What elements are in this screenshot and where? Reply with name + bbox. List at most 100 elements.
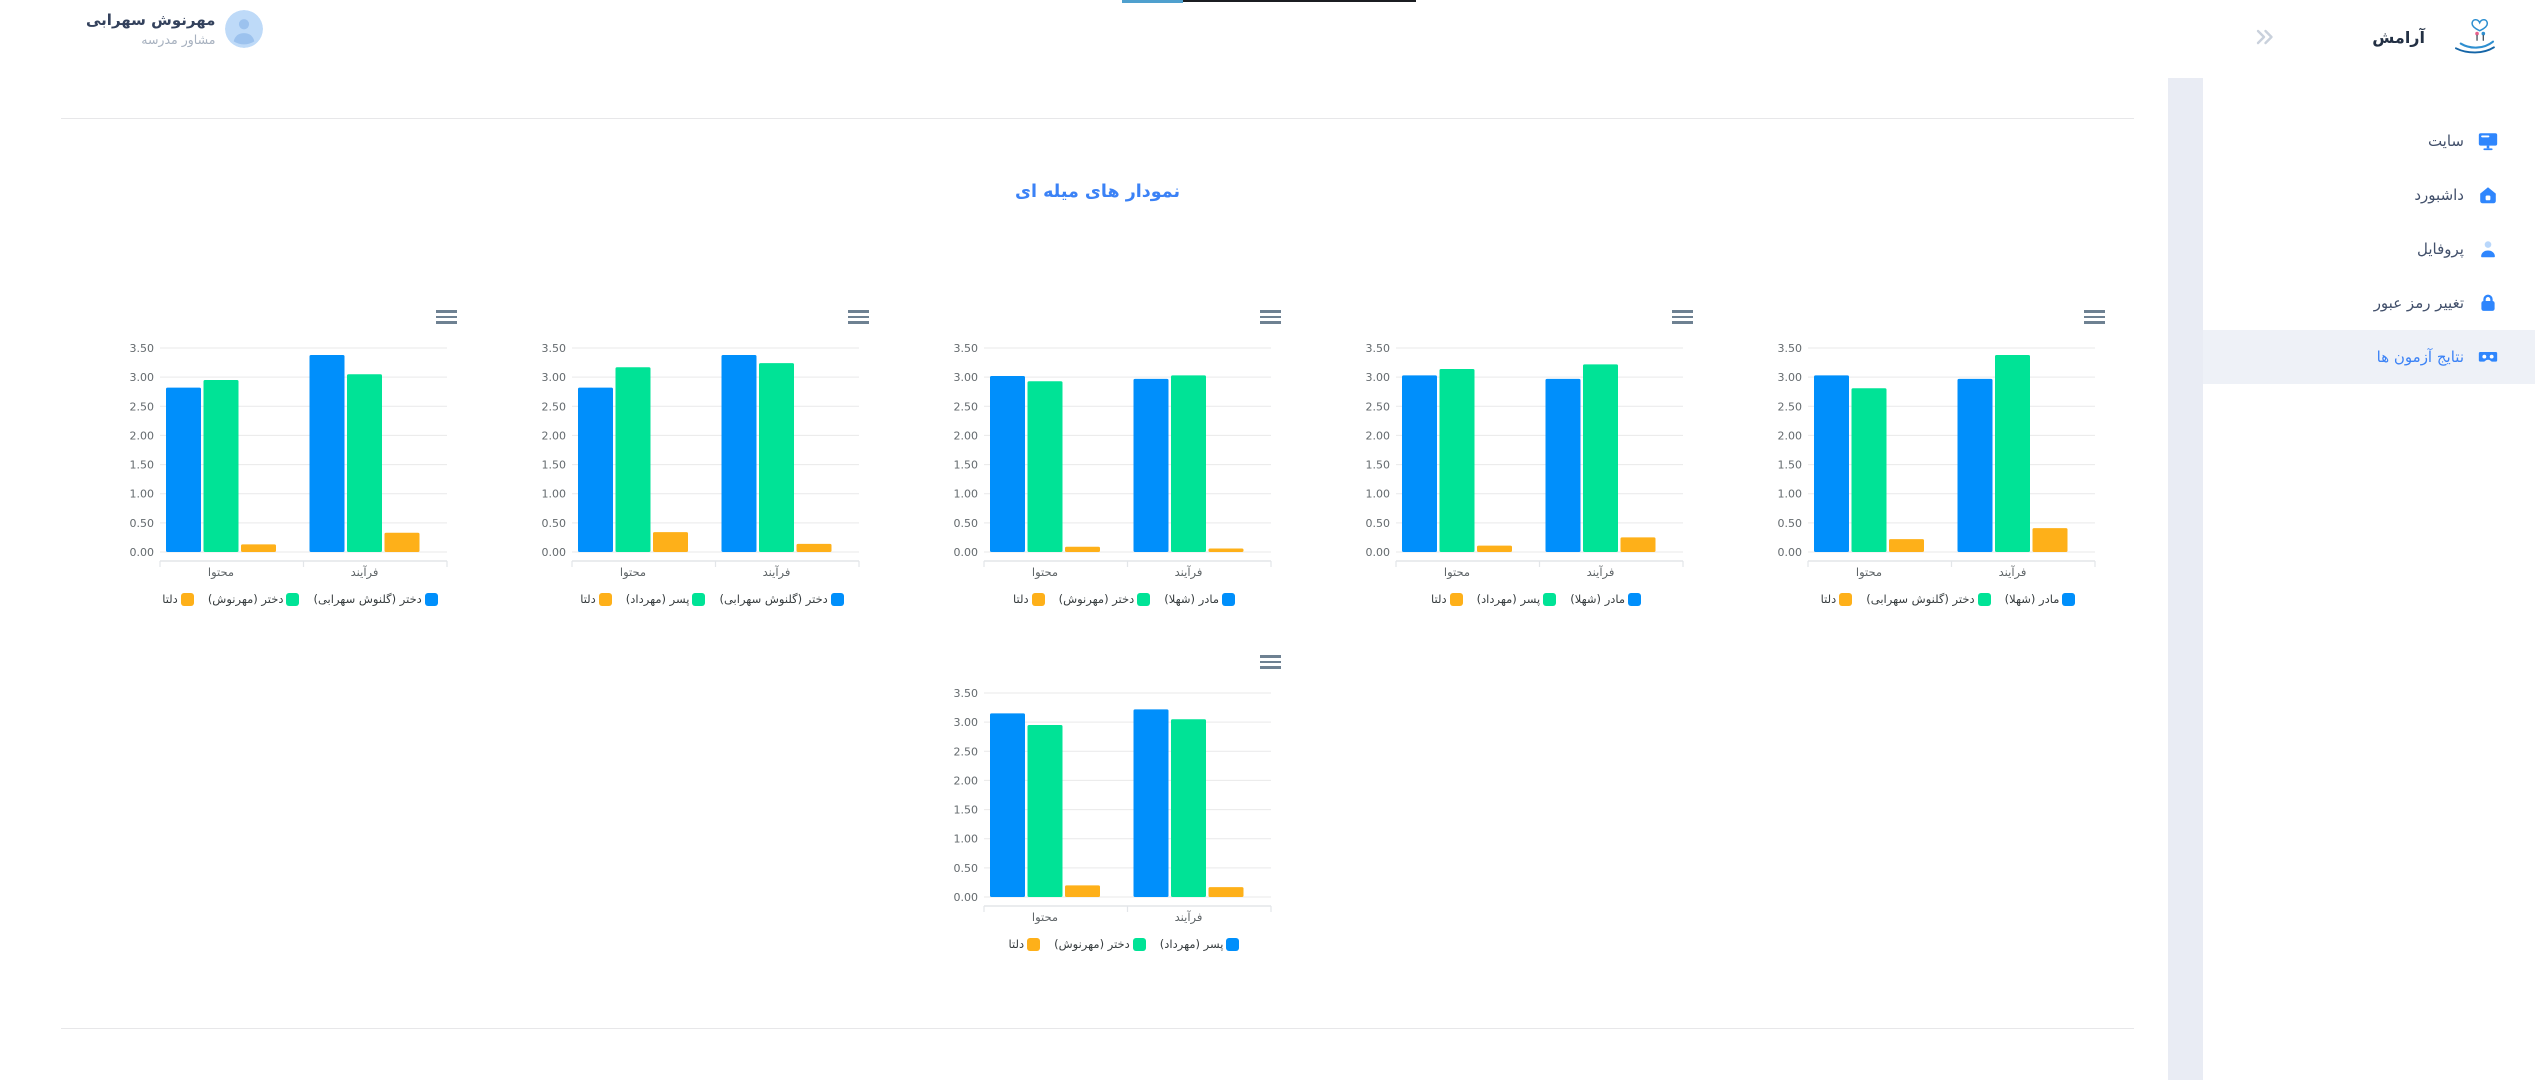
top-edge-blue-bar xyxy=(1122,0,1183,3)
legend-item[interactable]: مادر (شهلا) xyxy=(1164,592,1236,606)
y-axis-tick: 2.50 xyxy=(130,400,155,413)
sidebar-item-test-results[interactable]: نتایج آزمون ها xyxy=(2203,330,2535,384)
legend-marker-icon xyxy=(830,592,844,606)
bar-s3-c1[interactable] xyxy=(653,532,688,552)
bar-s1-c1[interactable] xyxy=(990,375,1025,552)
y-axis-tick: 1.00 xyxy=(954,833,979,846)
bar-s3-c2[interactable] xyxy=(1208,887,1244,897)
legend-item[interactable]: پسر (مهرداد) xyxy=(1160,937,1240,951)
bar-s3-c2[interactable] xyxy=(2032,528,2068,552)
y-axis-tick: 0.00 xyxy=(954,546,979,559)
legend-item[interactable]: مادر (شهلا) xyxy=(2005,592,2076,606)
sidebar-item-change-password[interactable]: تغییر رمز عبور xyxy=(2203,276,2535,330)
y-axis-tick: 2.00 xyxy=(1366,429,1391,442)
sidebar-item-profile[interactable]: پروفایل xyxy=(2203,222,2535,276)
bar-s2-c1[interactable] xyxy=(1027,725,1063,897)
bar-s2-c1[interactable] xyxy=(1851,388,1887,552)
legend-item[interactable]: پسر (مهرداد) xyxy=(626,592,706,606)
content-top-divider xyxy=(61,118,2134,119)
bar-s2-c2[interactable] xyxy=(1583,364,1618,552)
bar-s2-c2[interactable] xyxy=(347,374,382,552)
chart-legend: مادر (شهلا) دختر (گلنوش سهرابی) دلتا xyxy=(1768,592,2128,606)
bar-s3-c1[interactable] xyxy=(1065,546,1100,552)
chart-menu-icon[interactable] xyxy=(2084,310,2105,327)
legend-label: مادر (شهلا) xyxy=(2004,592,2060,606)
bar-s3-c2[interactable] xyxy=(1620,537,1656,552)
bar-s1-c2[interactable] xyxy=(309,354,345,552)
bar-s1-c1[interactable] xyxy=(1814,375,1849,552)
x-axis-label: محتوا xyxy=(1032,910,1058,925)
background-gap xyxy=(2168,78,2203,1080)
chart-6: 0.00 0.50 1.00 1.50 2.00 2.50 3.00 3.50 محتوا فرآ… xyxy=(944,645,1356,951)
y-axis-tick: 2.50 xyxy=(954,745,979,758)
x-axis-label: محتوا xyxy=(208,565,234,580)
legend-item[interactable]: دلتا xyxy=(162,592,194,606)
legend-item[interactable]: پسر (مهرداد) xyxy=(1477,592,1557,606)
legend-item[interactable]: دختر (مهرنوش) xyxy=(208,592,300,606)
bar-s1-c2[interactable] xyxy=(1133,378,1169,552)
legend-label: دلتا xyxy=(1820,592,1837,606)
legend-item[interactable]: دختر (مهرنوش) xyxy=(1054,937,1146,951)
chart-menu-icon[interactable] xyxy=(848,310,869,327)
legend-marker-icon xyxy=(1132,937,1146,951)
avatar xyxy=(225,10,264,48)
bar-s1-c1[interactable] xyxy=(1402,375,1437,552)
bar-s3-c2[interactable] xyxy=(796,543,832,552)
sidebar-item-dashboard[interactable]: داشبورد xyxy=(2203,168,2535,222)
legend-item[interactable]: دختر (مهرنوش) xyxy=(1059,592,1151,606)
bar-s2-c2[interactable] xyxy=(1171,375,1206,552)
legend-item[interactable]: دختر (گلنوش سهرابی) xyxy=(719,592,844,606)
legend-item[interactable]: مادر (شهلا) xyxy=(1570,592,1642,606)
bar-s3-c1[interactable] xyxy=(1889,539,1924,552)
legend-item[interactable]: دلتا xyxy=(580,592,612,606)
y-axis-tick: 0.50 xyxy=(542,517,567,530)
y-axis-tick: 1.00 xyxy=(542,488,567,501)
bar-s1-c1[interactable] xyxy=(578,387,613,552)
sidebar-item-site[interactable]: سایت xyxy=(2203,114,2535,168)
user-profile[interactable]: مهرنوش سهرابی مشاور مدرسه xyxy=(86,10,264,48)
bar-s3-c2[interactable] xyxy=(384,532,420,552)
bar-s3-c2[interactable] xyxy=(1208,548,1244,552)
chart-menu-line xyxy=(1260,660,1281,664)
bar-s2-c2[interactable] xyxy=(759,363,794,552)
legend-item[interactable]: دختر (گلنوش سهرابی) xyxy=(313,592,438,606)
bar-s1-c1[interactable] xyxy=(166,387,201,552)
y-axis-tick: 3.00 xyxy=(954,716,979,729)
chart-menu-icon[interactable] xyxy=(1260,310,1281,327)
bar-s2-c2[interactable] xyxy=(1995,354,2030,552)
bar-s3-c1[interactable] xyxy=(241,544,276,552)
chart-menu-icon[interactable] xyxy=(1260,655,1281,672)
legend-label: دلتا xyxy=(162,592,178,606)
bar-s2-c2[interactable] xyxy=(1171,719,1206,897)
bar-s1-c1[interactable] xyxy=(990,713,1025,897)
bar-s2-c1[interactable] xyxy=(1439,368,1475,552)
bar-s1-c2[interactable] xyxy=(721,354,757,552)
legend-item[interactable]: دختر (گلنوش سهرابی) xyxy=(1866,592,1991,606)
y-axis-tick: 0.50 xyxy=(954,862,979,875)
bar-s2-c1[interactable] xyxy=(1027,381,1063,552)
bar-s2-c1[interactable] xyxy=(203,380,239,552)
bar-s1-c2[interactable] xyxy=(1957,378,1993,552)
legend-item[interactable]: دلتا xyxy=(1009,937,1041,951)
chart-2: 0.00 0.50 1.00 1.50 2.00 2.50 3.00 3.50 محتوا فرآ… xyxy=(532,300,944,606)
collapse-sidebar-icon[interactable] xyxy=(2253,25,2277,49)
home-icon xyxy=(2476,183,2500,207)
bar-s3-c1[interactable] xyxy=(1065,885,1100,897)
legend-label: دختر (مهرنوش) xyxy=(207,592,284,606)
legend-item[interactable]: دلتا xyxy=(1821,592,1853,606)
chart-menu-icon[interactable] xyxy=(1672,310,1693,327)
legend-label: دلتا xyxy=(580,592,596,606)
legend-item[interactable]: دلتا xyxy=(1013,592,1045,606)
bar-s1-c2[interactable] xyxy=(1133,709,1169,897)
bar-s2-c1[interactable] xyxy=(615,367,651,552)
y-axis-tick: 3.50 xyxy=(130,342,155,355)
bar-s3-c1[interactable] xyxy=(1477,545,1512,552)
chart-menu-icon[interactable] xyxy=(436,310,457,327)
legend-item[interactable]: دلتا xyxy=(1431,592,1463,606)
y-axis-tick: 0.00 xyxy=(130,546,155,559)
legend-marker-icon xyxy=(1449,592,1463,606)
bar-s1-c2[interactable] xyxy=(1545,378,1581,552)
bar-chart-svg: 0.00 0.50 1.00 1.50 2.00 2.50 3.00 3.50 محتوا فرآ… xyxy=(130,342,448,580)
legend-label: دلتا xyxy=(1008,937,1025,951)
legend-label: مادر (شهلا) xyxy=(1570,592,1626,606)
